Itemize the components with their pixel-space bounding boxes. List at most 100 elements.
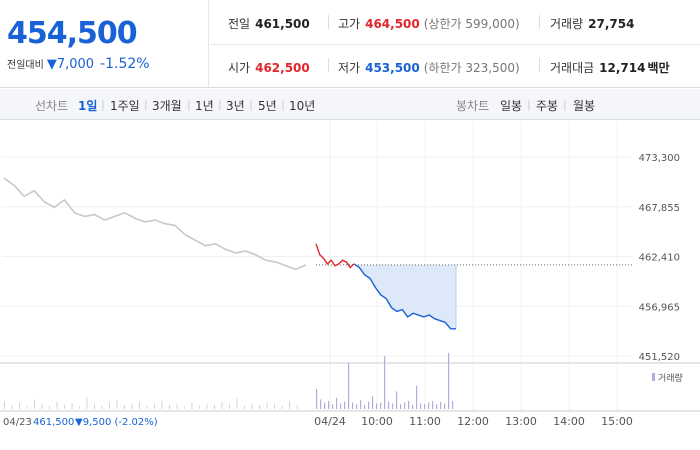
divider: | [281,98,285,111]
prev-day-date: 04/23 [3,417,32,428]
volume-bar [440,401,442,409]
divider: | [144,98,148,111]
chart-lines [3,177,632,330]
period-1d-tab[interactable]: 1일 [78,99,98,113]
volume-bar [251,403,253,409]
volume-bar [274,404,275,409]
volume-bar [316,389,318,409]
volume-bar [416,385,418,409]
y-axis-labels: 473,300 467,855 462,410 456,965 451,520 [639,153,680,363]
prev-day-close: 461,500 [33,417,74,428]
volume-bar [348,362,350,409]
volume-bar [332,404,334,409]
volume-bar [199,405,200,409]
volume-bar [328,401,330,409]
lower-limit: (하한가 323,500) [423,61,520,75]
prev-close-value: 461,500 [255,17,310,31]
volume-bar [109,402,110,409]
low-label: 저가 [338,61,361,75]
row-divider [210,44,700,45]
volume-bar [392,403,394,409]
divider: | [527,98,531,111]
volume-bar [259,405,260,409]
y-tick-label: 473,300 [639,153,680,164]
volume-bar [388,401,390,409]
period-10y-tab[interactable]: 10년 [289,99,316,113]
volume-bar [296,405,298,409]
volume-bar [352,402,354,409]
volume-bar [101,405,103,409]
volume-bar [49,405,50,409]
chart-toolbar: 선차트 1일 | 1주일 | 3개월 | 1년 | 3년 | 5년 | 10년 … [0,89,700,120]
volume-bar [64,405,65,409]
x-tick-label: 12:00 [457,415,489,428]
volume-bar [131,404,133,409]
chart-gridlines [0,121,700,412]
volume-bar [214,405,215,409]
amount-label: 거래대금 [550,61,595,75]
current-price: 454,500 [7,16,138,51]
candle-weekly-tab[interactable]: 주봉 [536,99,559,113]
volume-bar [11,405,13,409]
divider: | [563,98,567,111]
period-1y-tab[interactable]: 1년 [195,99,214,113]
volume-bar [94,404,95,409]
volume-bar [432,401,434,409]
amount-unit: 백만 [647,61,670,75]
divider: | [187,98,191,111]
candle-daily-tab[interactable]: 일봉 [500,99,523,113]
period-3m-tab[interactable]: 3개월 [152,99,182,113]
divider [328,58,329,72]
line-chart-label: 선차트 [35,99,69,113]
volume-bar [376,403,378,409]
upper-limit: (상한가 599,000) [423,17,520,31]
volume-bar [116,400,118,409]
divider [539,58,540,72]
y-tick-label: 462,410 [639,253,680,264]
volume-bar [324,402,326,409]
divider: | [218,98,222,111]
today-up-line [315,243,355,269]
change-amount: 7,000 [56,57,95,72]
open-label: 시가 [228,61,251,75]
volume-bar [56,401,58,409]
volume-bar [320,399,322,409]
y-tick-label: 451,520 [639,352,680,363]
period-1w-tab[interactable]: 1주일 [110,99,140,113]
x-tick-label: 10:00 [361,415,393,428]
volume-bar [356,404,358,409]
volume-bar [344,401,346,409]
volume-label: 거래량 [550,17,584,31]
change-label: 전일대비 [7,60,44,71]
volume-bar [380,402,382,409]
volume-bar [26,406,28,409]
x-tick-label: 13:00 [505,415,537,428]
period-5y-tab[interactable]: 5년 [258,99,277,113]
x-tick-label: 14:00 [553,415,585,428]
volume-bar [206,404,208,409]
y-tick-label: 456,965 [639,302,680,313]
candle-chart-label: 봉차트 [456,99,490,113]
volume-bar [372,396,374,409]
candle-monthly-tab[interactable]: 월봉 [573,99,596,113]
volume-bar [71,403,73,409]
volume-bar [124,405,125,409]
period-3y-tab[interactable]: 3년 [226,99,245,113]
volume-bar [408,401,410,409]
volume-bar [236,398,238,409]
volume-bar [184,406,185,409]
volume-bar [281,405,283,409]
volume-stat: 거래량 27,754 [550,15,634,32]
volume-bar [336,397,338,409]
today-down-line [353,263,456,330]
price-box: 454,500 전일대비 ▼7,000 -1.52% [0,0,209,88]
high-value: 464,500 [365,17,420,31]
volume-bar [221,401,223,409]
down-triangle-icon: ▼ [46,57,57,72]
volume-bar [169,405,170,409]
high-stat: 고가 464,500 (상한가 599,000) [338,15,520,32]
volume-bar [34,399,35,409]
volume-bar [266,402,268,409]
volume-bar [146,405,148,409]
volume-bar [400,404,402,409]
